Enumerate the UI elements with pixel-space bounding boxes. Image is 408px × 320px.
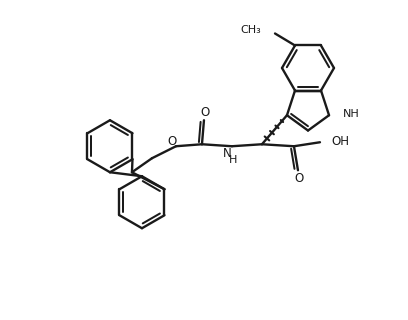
Text: O: O — [167, 135, 177, 148]
Text: OH: OH — [331, 135, 349, 148]
Text: N: N — [223, 147, 231, 160]
Text: O: O — [200, 106, 210, 119]
Text: NH: NH — [343, 109, 360, 119]
Text: H: H — [229, 155, 237, 165]
Text: O: O — [294, 172, 304, 185]
Text: CH₃: CH₃ — [240, 26, 261, 36]
